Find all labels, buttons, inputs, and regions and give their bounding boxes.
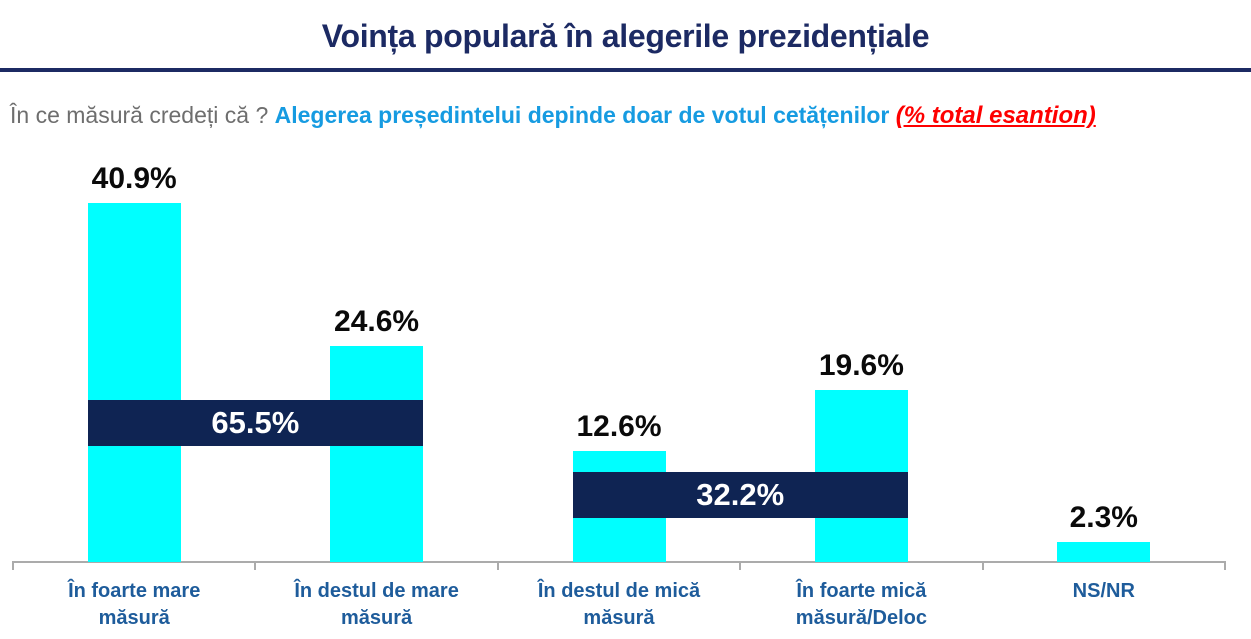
category-label-line: În destul de mică xyxy=(537,580,701,602)
x-axis-category-label: În destul de mare măsură xyxy=(255,578,497,632)
category-label-line: măsură xyxy=(341,607,413,629)
group-band-2: 32.2% xyxy=(572,472,908,518)
subtitle-sample-note: (% total esantion) xyxy=(895,102,1096,129)
category-label-line: În foarte mare xyxy=(68,580,201,602)
x-axis-tick xyxy=(254,561,257,570)
category-label-line: În foarte mică xyxy=(796,580,927,602)
bar-value-label: 24.6% xyxy=(334,305,420,338)
bar-1 xyxy=(87,202,181,562)
x-axis-tick xyxy=(739,561,742,570)
group-band-1: 65.5% xyxy=(87,400,424,446)
x-axis-tick xyxy=(496,561,499,570)
bar-value-label: 40.9% xyxy=(91,161,177,195)
group-band-label: 65.5% xyxy=(211,405,300,440)
x-axis-category-label: NS/NR xyxy=(983,578,1225,605)
page-title: Voința populară în alegerile prezidenția… xyxy=(321,18,930,54)
subtitle-statement: Alegerea președintelui depinde doar de v… xyxy=(274,102,890,128)
x-axis-tick xyxy=(981,561,984,570)
x-axis-tick xyxy=(1224,561,1226,570)
category-label-line: măsură xyxy=(98,607,170,629)
group-band-label: 32.2% xyxy=(696,477,785,512)
x-axis-category-label: În foarte mare măsură xyxy=(13,578,255,632)
category-label-line: NS/NR xyxy=(1072,580,1135,602)
title-divider xyxy=(0,68,1251,72)
x-axis-tick xyxy=(12,561,14,570)
bar-value-label: 2.3% xyxy=(1069,500,1138,534)
category-label-line: măsură xyxy=(583,607,655,629)
subtitle-question: În ce măsură credeți că ? xyxy=(10,102,269,128)
x-axis-category-label: În foarte mică măsură/Deloc xyxy=(740,578,982,632)
chart-subtitle: În ce măsură credeți că ? Alegerea preșe… xyxy=(10,98,1251,133)
bar-value-label: 12.6% xyxy=(576,410,662,444)
category-label-line: măsură/Deloc xyxy=(795,607,927,629)
category-label-line: În destul de mare xyxy=(294,580,459,602)
bar-2 xyxy=(330,346,424,562)
x-axis-line xyxy=(12,561,1226,563)
bar-value-label: 19.6% xyxy=(818,348,904,382)
x-axis-category-label: În destul de mică măsură xyxy=(498,578,740,632)
bar-5 xyxy=(1057,541,1151,562)
